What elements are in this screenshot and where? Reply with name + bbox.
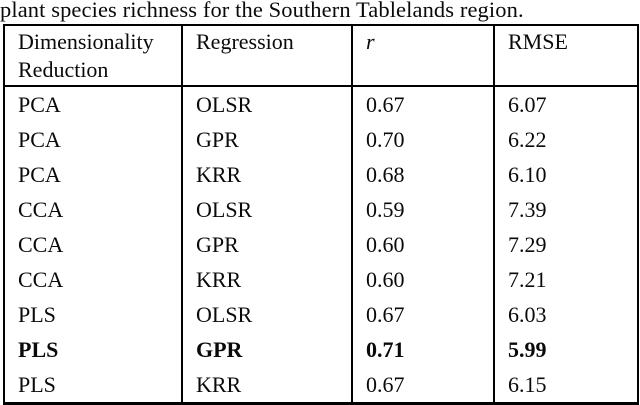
- cell-rmse: 6.15: [493, 367, 638, 404]
- cell-r: 0.68: [351, 157, 494, 192]
- table-row: CCA GPR 0.60 7.29: [4, 227, 638, 262]
- cell-r: 0.59: [351, 192, 494, 227]
- cell-regression: OLSR: [181, 86, 352, 122]
- cell-rmse: 5.99: [493, 332, 638, 367]
- cell-rmse: 6.07: [493, 86, 638, 122]
- cell-regression: GPR: [181, 332, 352, 367]
- cell-dimensionality-reduction: CCA: [18, 197, 64, 222]
- cell-r: 0.70: [351, 122, 494, 157]
- cell-regression: GPR: [181, 122, 352, 157]
- table-caption: plant species richness for the Southern …: [0, 0, 524, 22]
- cell-regression: KRR: [181, 157, 352, 192]
- table-row: PLS KRR 0.67 6.15: [4, 367, 638, 404]
- col-header-r: r: [351, 25, 494, 87]
- cell-r: 0.67: [351, 367, 494, 404]
- results-table: Dimensionality Reduction Regression r RM…: [3, 24, 639, 405]
- cell-rmse: 6.03: [493, 297, 638, 332]
- cell-dimensionality-reduction: PLS: [18, 337, 59, 362]
- cell-dimensionality-reduction: PCA: [18, 127, 61, 152]
- cell-dimensionality-reduction: CCA: [18, 232, 64, 257]
- cell-rmse: 6.22: [493, 122, 638, 157]
- cell-dimensionality-reduction: PLS: [18, 302, 56, 327]
- cell-dimensionality-reduction: PCA: [18, 92, 61, 117]
- cell-r: 0.60: [351, 227, 494, 262]
- table-row: CCA OLSR 0.59 7.39: [4, 192, 638, 227]
- col-header-dimensionality-reduction: Dimensionality Reduction: [4, 25, 182, 87]
- cell-dimensionality-reduction: CCA: [18, 267, 64, 292]
- table-row: PCA GPR 0.70 6.22: [4, 122, 638, 157]
- cell-r: 0.60: [351, 262, 494, 297]
- cell-dimensionality-reduction: PCA: [18, 162, 61, 187]
- col-header-regression: Regression: [181, 25, 352, 87]
- cell-r: 0.67: [351, 86, 494, 122]
- col-header-rmse: RMSE: [493, 25, 638, 87]
- cell-rmse: 7.29: [493, 227, 638, 262]
- cell-r: 0.71: [351, 332, 494, 367]
- cell-regression: GPR: [181, 227, 352, 262]
- cell-rmse: 6.10: [493, 157, 638, 192]
- table-row: PCA KRR 0.68 6.10: [4, 157, 638, 192]
- cell-dimensionality-reduction: PLS: [18, 372, 56, 397]
- cell-rmse: 7.39: [493, 192, 638, 227]
- cell-rmse: 7.21: [493, 262, 638, 297]
- cell-regression: KRR: [181, 262, 352, 297]
- table-row-best-result: PLS GPR 0.71 5.99: [4, 332, 638, 367]
- table-row: PCA OLSR 0.67 6.07: [4, 86, 638, 122]
- table-row: CCA KRR 0.60 7.21: [4, 262, 638, 297]
- cell-regression: OLSR: [181, 192, 352, 227]
- table-row: PLS OLSR 0.67 6.03: [4, 297, 638, 332]
- cell-r: 0.67: [351, 297, 494, 332]
- table-header-row: Dimensionality Reduction Regression r RM…: [4, 25, 638, 87]
- cell-regression: OLSR: [181, 297, 352, 332]
- cell-regression: KRR: [181, 367, 352, 404]
